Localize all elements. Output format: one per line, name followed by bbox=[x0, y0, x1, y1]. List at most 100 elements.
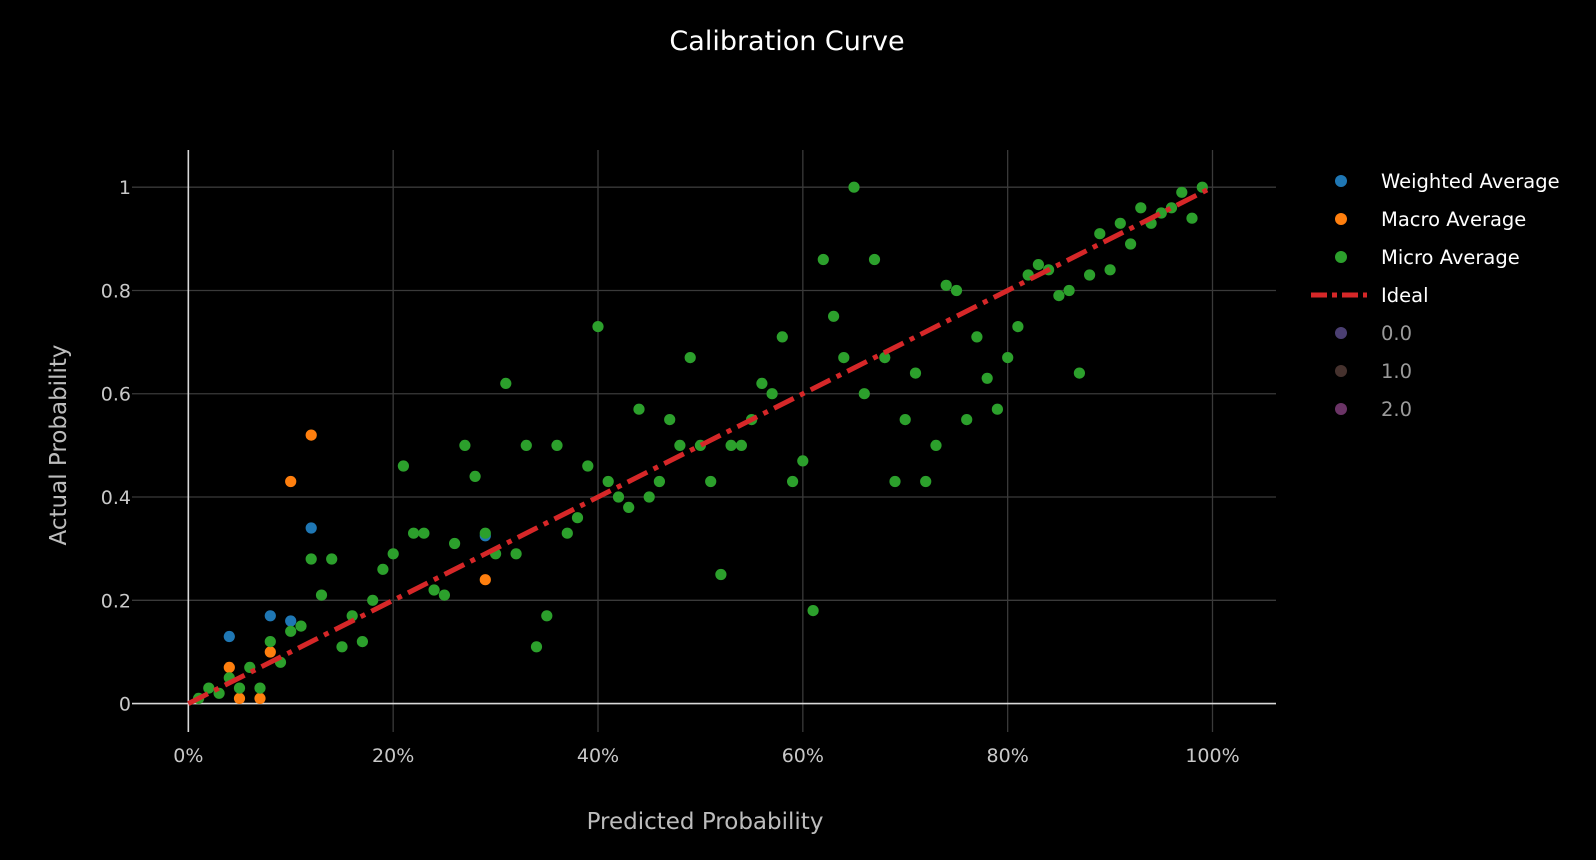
micro-average-point bbox=[264, 636, 276, 648]
legend-label: Weighted Average bbox=[1381, 170, 1560, 193]
y-tick-label: 0.2 bbox=[101, 590, 131, 612]
micro-average-point bbox=[592, 321, 604, 333]
micro-average-point bbox=[879, 352, 891, 364]
macro-average-point bbox=[223, 661, 235, 674]
micro-average-point bbox=[633, 403, 645, 415]
micro-average-point bbox=[408, 527, 420, 539]
macro-average-point bbox=[285, 475, 297, 488]
micro-average-point bbox=[858, 388, 870, 400]
micro-average-point bbox=[418, 527, 430, 539]
micro-average-point bbox=[664, 414, 676, 426]
micro-average-point bbox=[643, 491, 655, 503]
legend-item-1-0[interactable]: 1.0 bbox=[1335, 360, 1412, 383]
legend-label: Micro Average bbox=[1381, 246, 1520, 269]
micro-average-point bbox=[981, 372, 993, 384]
y-tick-label: 1 bbox=[119, 177, 131, 199]
legend-swatch-marker bbox=[1335, 251, 1347, 263]
x-tick-label: 0% bbox=[173, 745, 203, 767]
micro-average-point bbox=[1125, 238, 1137, 250]
micro-average-point bbox=[520, 439, 532, 451]
weighted-average-point bbox=[305, 522, 317, 534]
macro-average-point bbox=[305, 429, 317, 441]
micro-average-point bbox=[377, 563, 389, 575]
micro-average-point bbox=[561, 527, 573, 539]
micro-average-point bbox=[541, 610, 553, 622]
legend-label: Ideal bbox=[1381, 284, 1429, 307]
legend-item-micro-average[interactable]: Micro Average bbox=[1335, 246, 1520, 269]
micro-average-point bbox=[428, 584, 440, 596]
weighted-average-point bbox=[223, 630, 235, 643]
x-tick-label: 20% bbox=[372, 745, 414, 767]
micro-average-point bbox=[1104, 264, 1116, 276]
macro-average-point bbox=[479, 574, 491, 586]
micro-average-point bbox=[449, 537, 461, 550]
micro-average-point bbox=[766, 388, 778, 400]
micro-average-point bbox=[233, 682, 246, 694]
micro-average-point bbox=[950, 284, 963, 297]
legend-label: 2.0 bbox=[1381, 398, 1412, 421]
micro-average-point bbox=[623, 501, 635, 513]
micro-average-point bbox=[889, 475, 901, 488]
micro-average-point bbox=[315, 589, 328, 601]
micro-average-point bbox=[797, 455, 809, 467]
micro-average-point bbox=[305, 553, 317, 565]
micro-average-point bbox=[469, 470, 481, 482]
micro-average-point bbox=[459, 439, 471, 451]
micro-average-point bbox=[285, 625, 297, 637]
legend-label: 0.0 bbox=[1381, 322, 1412, 345]
legend-swatch-marker bbox=[1335, 213, 1347, 225]
data-marks bbox=[187, 181, 1214, 706]
micro-average-point bbox=[653, 475, 666, 488]
micro-average-point bbox=[582, 460, 594, 472]
micro-average-point bbox=[438, 589, 450, 601]
macro-average-point bbox=[233, 692, 246, 705]
micro-average-point bbox=[971, 331, 983, 343]
micro-average-point bbox=[1032, 259, 1044, 271]
micro-average-point bbox=[571, 512, 584, 524]
weighted-average-point bbox=[264, 610, 276, 622]
micro-average-point bbox=[817, 253, 829, 266]
micro-average-point bbox=[1002, 352, 1014, 364]
micro-average-point bbox=[602, 475, 614, 488]
x-tick-labels: 0% 20% 40% 60% 80% 100% bbox=[173, 745, 1239, 767]
micro-average-point bbox=[961, 414, 973, 426]
micro-average-point bbox=[530, 641, 543, 653]
legend-item-ideal[interactable]: Ideal bbox=[1311, 284, 1429, 307]
micro-average-point bbox=[868, 253, 881, 266]
micro-average-point bbox=[254, 682, 266, 694]
legend-item-weighted-average[interactable]: Weighted Average bbox=[1335, 170, 1560, 193]
legend-swatch-marker bbox=[1335, 175, 1347, 187]
macro-average-point bbox=[254, 692, 266, 705]
y-tick-label: 0.6 bbox=[101, 384, 131, 406]
y-tick-label: 0.4 bbox=[101, 487, 131, 509]
micro-average-point bbox=[930, 439, 942, 451]
macro-average-point bbox=[264, 646, 276, 658]
x-tick-label: 100% bbox=[1185, 745, 1239, 767]
micro-average-point bbox=[1135, 202, 1147, 214]
micro-average-point bbox=[1012, 321, 1024, 333]
micro-average-point bbox=[776, 331, 788, 343]
micro-average-point bbox=[367, 594, 379, 606]
y-axis-title: Actual Probability bbox=[46, 345, 72, 546]
micro-average-point bbox=[1176, 186, 1188, 198]
micro-average-point bbox=[684, 352, 696, 364]
micro-average-point bbox=[1063, 284, 1075, 297]
legend-item-2-0[interactable]: 2.0 bbox=[1335, 398, 1412, 421]
micro-average-point bbox=[387, 548, 399, 560]
micro-average-point bbox=[1053, 290, 1065, 302]
micro-average-point bbox=[551, 439, 563, 451]
legend-swatch-marker bbox=[1335, 365, 1347, 377]
chart-title: Calibration Curve bbox=[669, 26, 904, 57]
micro-average-point bbox=[336, 641, 348, 653]
micro-average-point bbox=[510, 548, 522, 560]
micro-average-point bbox=[828, 310, 840, 322]
micro-average-point bbox=[1114, 217, 1126, 229]
micro-average-point bbox=[1073, 367, 1085, 379]
legend-item-0-0[interactable]: 0.0 bbox=[1335, 322, 1412, 345]
micro-average-point bbox=[346, 610, 358, 622]
micro-average-point bbox=[899, 414, 911, 426]
legend-item-macro-average[interactable]: Macro Average bbox=[1335, 208, 1526, 231]
legend[interactable]: Weighted Average Macro Average Micro Avera… bbox=[1311, 170, 1560, 421]
micro-average-point bbox=[725, 439, 737, 451]
